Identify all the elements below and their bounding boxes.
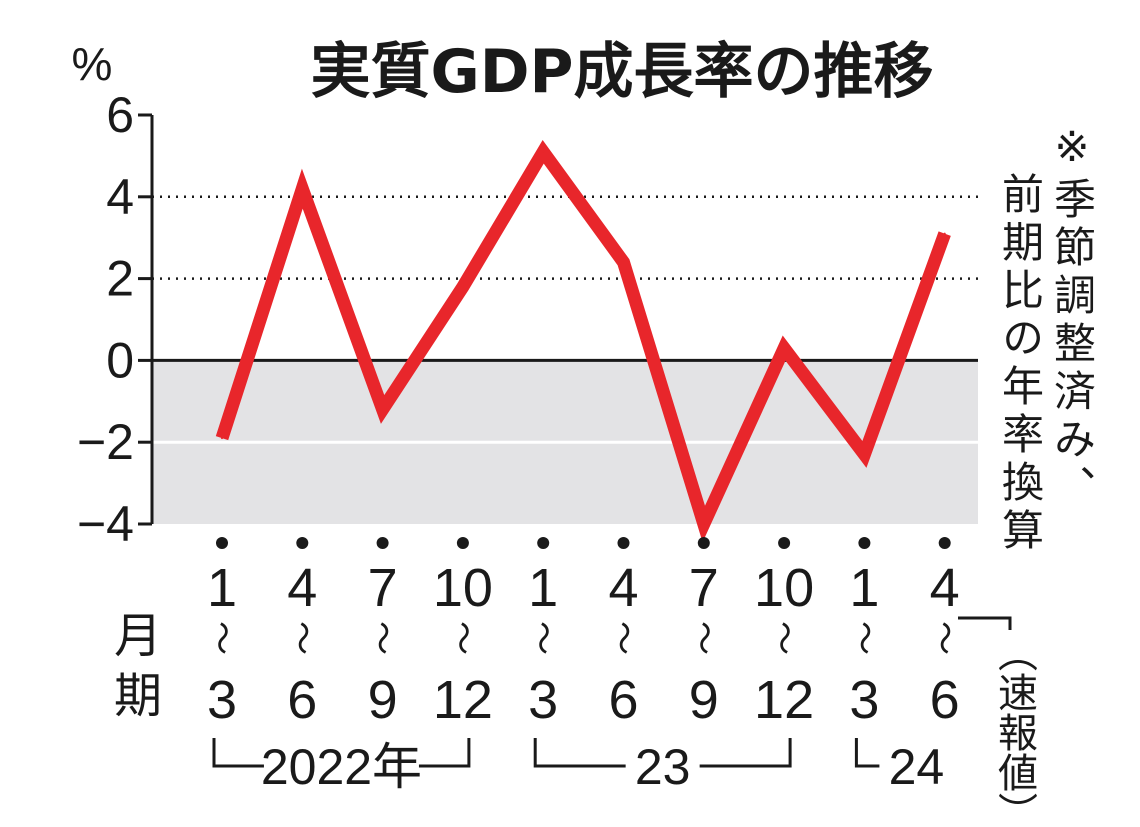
quarter-start-label: 4 — [930, 558, 960, 618]
year-bracket-right — [418, 738, 471, 768]
negative-region-layer — [152, 360, 978, 524]
data-point — [702, 523, 705, 525]
quarter-start-label: 1 — [849, 558, 879, 618]
series-layer — [215, 140, 951, 543]
quarter-separator: 〜 — [282, 621, 320, 655]
quarter-start-label: 1 — [528, 558, 558, 618]
year-bracket-left — [533, 738, 626, 768]
quarter-separator: 〜 — [363, 621, 401, 655]
data-point — [381, 408, 384, 411]
y-tick-label: 4 — [106, 169, 134, 225]
quarter-end-label: 9 — [368, 670, 398, 730]
preliminary-bracket — [958, 616, 1012, 630]
quarter-end-label: 6 — [287, 670, 317, 730]
data-point — [301, 187, 304, 190]
quarter-start-label: 7 — [368, 558, 398, 618]
y-tick-label: 2 — [106, 251, 134, 307]
quarter-separator: 〜 — [523, 621, 561, 655]
year-bracket: 2022年 — [212, 738, 471, 795]
year-bracket: 24 — [854, 738, 945, 795]
gridline-layer — [152, 195, 978, 280]
y-tick-label: −4 — [77, 496, 134, 552]
quarter-end-label: 3 — [207, 670, 237, 730]
year-label: 2022年 — [261, 739, 422, 795]
x-dot — [617, 537, 630, 549]
note-line-2: 前期比の年率換算 — [996, 172, 1045, 556]
year-bracket-left — [212, 738, 264, 768]
quarter-start-label: 10 — [754, 558, 814, 618]
y-unit-label: % — [72, 38, 113, 90]
quarter-end-label: 3 — [528, 670, 558, 730]
quarter-end-label: 3 — [849, 670, 879, 730]
x-dot — [778, 537, 791, 549]
data-point — [943, 232, 946, 235]
label-layer: 6420−2−41〜34〜67〜910〜121〜34〜67〜910〜121〜34… — [77, 87, 1012, 795]
quarter-separator: 〜 — [604, 621, 642, 655]
year-label: 23 — [635, 739, 691, 795]
data-point — [461, 285, 464, 288]
quarter-separator: 〜 — [925, 621, 963, 655]
x-axis-caption: 月 期 — [114, 608, 162, 724]
quarter-start-label: 4 — [287, 558, 317, 618]
preliminary-label: （速報値） — [991, 632, 1038, 827]
quarter-separator: 〜 — [684, 621, 722, 655]
y-tick-label: 0 — [106, 332, 134, 388]
x-dot — [376, 537, 389, 549]
data-point — [783, 347, 786, 350]
year-bracket-left — [854, 738, 880, 768]
quarter-separator: 〜 — [764, 621, 802, 655]
quarter-separator: 〜 — [443, 621, 481, 655]
quarter-separator: 〜 — [202, 621, 240, 655]
x-dot — [456, 537, 469, 549]
quarter-start-label: 10 — [433, 558, 493, 618]
x-dot — [537, 537, 550, 549]
y-tick-label: −2 — [77, 414, 134, 470]
chart-title: 実質GDP成長率の推移 — [310, 37, 933, 107]
gdp-growth-line — [215, 140, 951, 543]
quarter-separator: 〜 — [844, 621, 882, 655]
data-point — [863, 453, 866, 456]
quarter-end-label: 12 — [433, 670, 493, 730]
x-dot — [858, 537, 871, 549]
x-dot — [216, 537, 228, 549]
quarter-end-label: 6 — [930, 670, 960, 730]
x-dot — [938, 537, 951, 549]
year-bracket: 23 — [533, 738, 792, 795]
axis-layer — [138, 113, 978, 526]
data-point — [221, 437, 223, 440]
data-point — [622, 261, 625, 264]
x-axis-caption-month: 月 — [114, 608, 162, 664]
quarter-end-label: 6 — [608, 670, 638, 730]
year-bracket-right — [699, 738, 792, 768]
quarter-start-label: 1 — [207, 558, 237, 618]
quarter-end-label: 9 — [689, 670, 719, 730]
x-dot — [697, 537, 710, 549]
quarter-end-label: 12 — [754, 670, 814, 730]
note-block: ※季節調整済み、 前期比の年率換算 — [996, 122, 1097, 556]
quarter-start-label: 7 — [689, 558, 719, 618]
y-tick-label: 6 — [106, 87, 134, 143]
quarter-start-label: 4 — [608, 558, 638, 618]
year-label: 24 — [889, 739, 945, 795]
note-line-1: ※季節調整済み、 — [1048, 122, 1097, 513]
data-point — [542, 150, 545, 153]
x-axis-caption-period: 期 — [114, 668, 162, 724]
x-dot — [296, 537, 309, 549]
